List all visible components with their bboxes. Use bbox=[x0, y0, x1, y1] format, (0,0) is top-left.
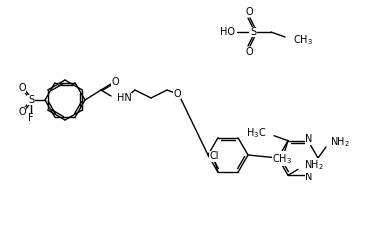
Text: N: N bbox=[273, 153, 280, 163]
Text: S: S bbox=[250, 27, 256, 37]
Text: N: N bbox=[305, 172, 312, 182]
Text: O: O bbox=[173, 89, 181, 99]
Text: CH$_3$: CH$_3$ bbox=[293, 33, 313, 47]
Text: O: O bbox=[18, 107, 26, 117]
Text: O: O bbox=[245, 47, 253, 57]
Text: S: S bbox=[28, 95, 34, 105]
Text: H$_3$C: H$_3$C bbox=[246, 126, 266, 140]
Text: HN: HN bbox=[117, 93, 132, 103]
Text: Cl: Cl bbox=[209, 151, 219, 161]
Text: O: O bbox=[18, 83, 26, 93]
Text: O: O bbox=[111, 77, 119, 87]
Text: N: N bbox=[305, 134, 312, 144]
Text: F: F bbox=[28, 113, 34, 123]
Text: O: O bbox=[245, 7, 253, 17]
Text: CH$_3$: CH$_3$ bbox=[272, 152, 292, 166]
Text: HO: HO bbox=[220, 27, 235, 37]
Text: NH$_2$: NH$_2$ bbox=[330, 135, 350, 149]
Text: NH$_2$: NH$_2$ bbox=[304, 158, 324, 172]
